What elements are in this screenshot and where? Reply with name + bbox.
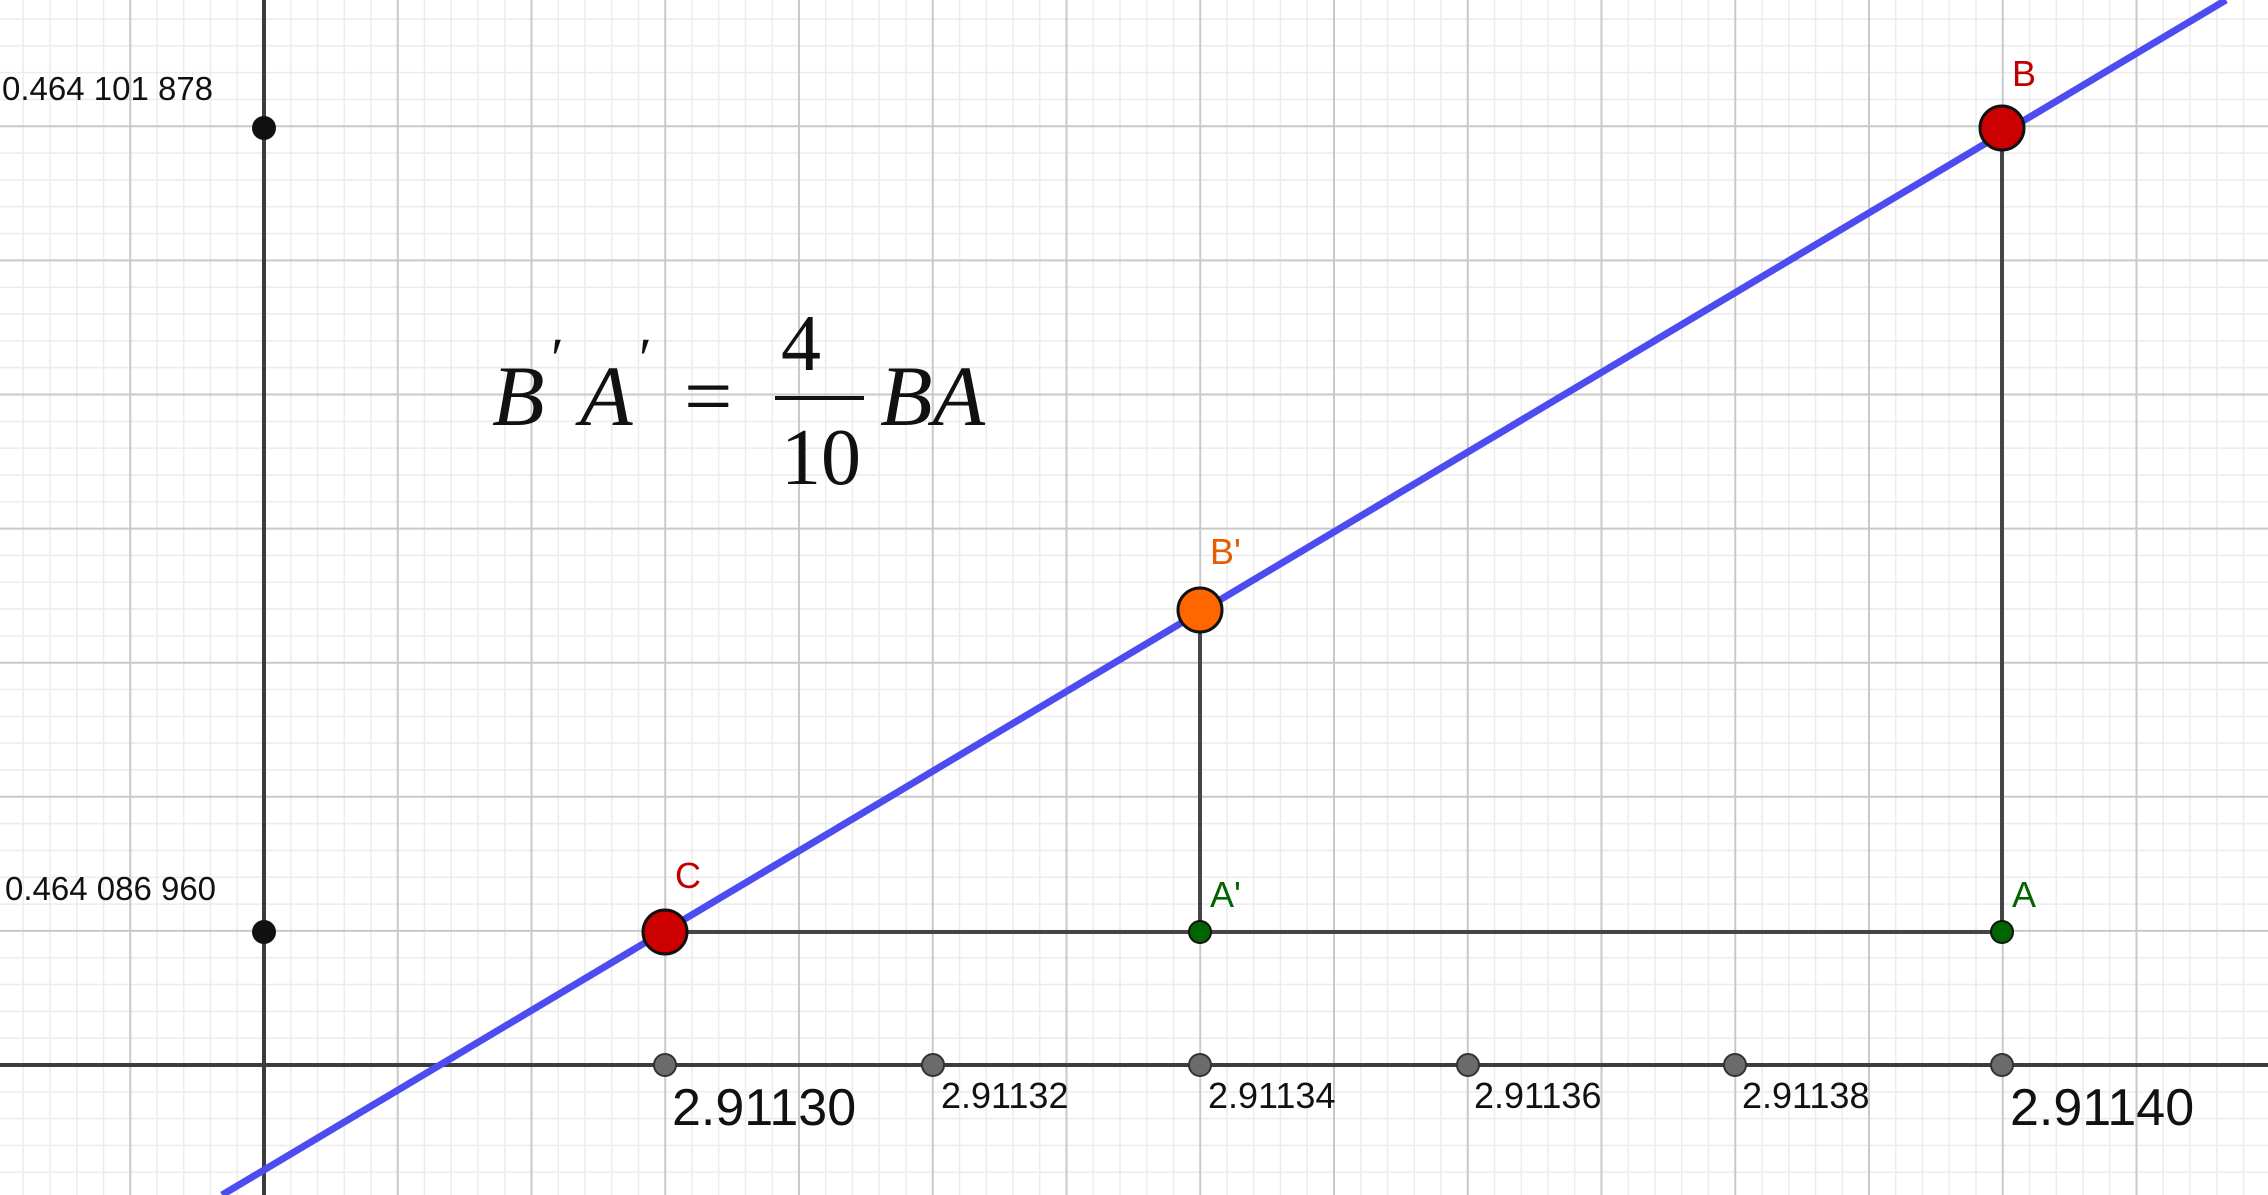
- x-tick-point-3[interactable]: [1188, 1053, 1212, 1077]
- point-a[interactable]: [1990, 920, 2014, 944]
- x-tick-label-6: 2.91140: [2010, 1079, 2194, 1137]
- x-tick-label-5: 2.91138: [1742, 1075, 1869, 1116]
- formula-rhs: BA: [880, 348, 986, 444]
- point-b[interactable]: [1978, 104, 2026, 152]
- formula-denominator: 10: [781, 414, 861, 502]
- point-a-prime[interactable]: [1188, 920, 1212, 944]
- x-tick-point-6[interactable]: [1990, 1053, 2014, 1077]
- x-tick-label-3: 2.91134: [1208, 1075, 1335, 1116]
- label-b-prime: B': [1210, 531, 1241, 572]
- x-tick-label-4: 2.91136: [1474, 1075, 1601, 1116]
- formula-lhs-b-prime: ′: [551, 326, 564, 391]
- ratio-formula: B ′ A ′ = 4 10 BA: [492, 300, 986, 502]
- label-c: C: [675, 855, 701, 896]
- formula-lhs-a: A: [575, 348, 633, 444]
- formula-lhs-a-prime: ′: [639, 326, 652, 391]
- y-tick-label-lower: 0.464 086 960: [5, 870, 216, 907]
- x-tick-label-2: 2.91132: [941, 1075, 1068, 1116]
- x-tick-point-1[interactable]: [653, 1053, 677, 1077]
- formula-lhs-b: B: [492, 348, 545, 444]
- formula-fraction-bar: [775, 396, 864, 400]
- label-a-prime: A': [1210, 874, 1241, 915]
- formula-equals: =: [684, 348, 733, 444]
- y-tick-point-upper[interactable]: [252, 116, 276, 140]
- y-tick-label-upper: 0.464 101 878: [2, 70, 213, 107]
- line-through-c-b[interactable]: [220, 0, 2228, 1195]
- point-c[interactable]: [641, 908, 689, 956]
- x-tick-point-5[interactable]: [1723, 1053, 1747, 1077]
- x-tick-point-2[interactable]: [921, 1053, 945, 1077]
- label-a: A: [2012, 874, 2036, 915]
- point-b-prime[interactable]: [1176, 586, 1224, 634]
- x-tick-points: [653, 1053, 2014, 1077]
- y-tick-point-lower[interactable]: [252, 920, 276, 944]
- x-tick-point-4[interactable]: [1456, 1053, 1480, 1077]
- formula-numerator: 4: [781, 300, 821, 388]
- x-tick-label-1: 2.91130: [672, 1079, 856, 1137]
- label-b: B: [2012, 53, 2036, 94]
